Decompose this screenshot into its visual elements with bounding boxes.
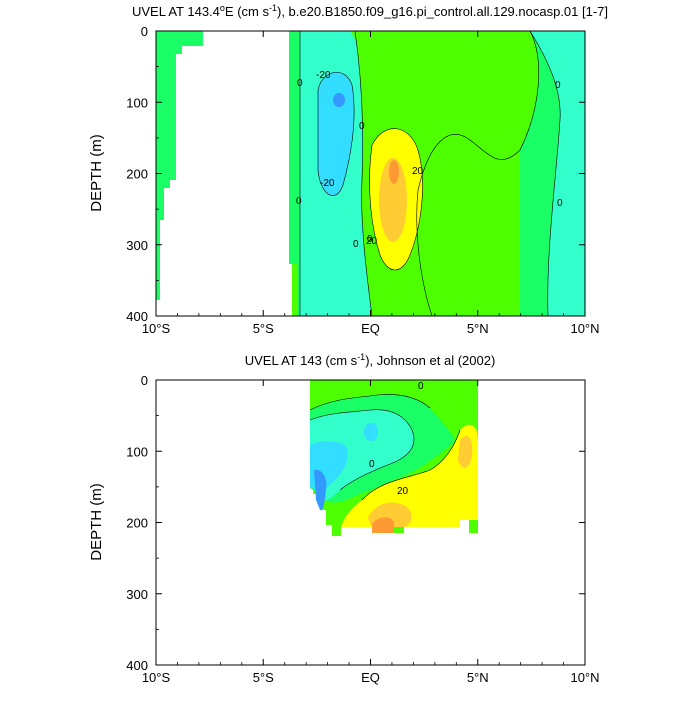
p2-region-moderate-positive xyxy=(341,424,478,527)
p1-xtick-label-2: EQ xyxy=(361,321,380,336)
p1-region-left-edge xyxy=(156,31,203,300)
p1-contour-label-4: 0 xyxy=(296,196,302,207)
panel-2-ylabel: DEPTH (m) xyxy=(88,483,105,561)
p2-contour-label-2: 0 xyxy=(369,459,375,470)
p2-xtick-label-4: 10°N xyxy=(570,670,599,685)
p1-missing-left xyxy=(156,31,292,316)
p2-region-strong-negative xyxy=(314,469,327,511)
p1-xtick-label-4: 10°N xyxy=(570,321,599,336)
panel-1: UVEL AT 143.4oE (cm s-1), b.e20.B1850.f0… xyxy=(88,3,608,336)
p1-region-strong-positive-core xyxy=(379,158,407,242)
p1-ytick-label-4: 400 xyxy=(126,309,148,324)
p1-region-weak-negative-right xyxy=(530,31,585,316)
p2-contour-line-b xyxy=(361,429,461,501)
p1-contour-label-1: -20 xyxy=(316,70,331,81)
p1-ytick-label-3: 300 xyxy=(126,238,148,253)
p1-xtick-label-0: 10°S xyxy=(142,321,171,336)
p1-contour-line-b xyxy=(317,71,355,196)
p2-contour-line-c xyxy=(309,394,431,411)
p1-contour-label-6: 0 xyxy=(353,239,359,250)
p2-contour-label-3: 20 xyxy=(397,486,409,497)
p2-xtick-label-0: 10°S xyxy=(142,670,171,685)
p1-region-moderate-negative-core xyxy=(318,72,355,196)
p2-xtick-label-1: 5°S xyxy=(253,670,274,685)
p2-ytick-label-1: 100 xyxy=(126,444,148,459)
p2-region-strong-positive-east xyxy=(458,435,473,468)
p2-ytick-label-3: 300 xyxy=(126,587,148,602)
p1-ytick-label-1: 100 xyxy=(126,95,148,110)
p1-contour-line-e xyxy=(416,31,539,316)
p2-xtick-label-3: 5°N xyxy=(467,670,489,685)
p1-contour-line-c xyxy=(369,128,423,271)
p1-xtick-label-3: 5°N xyxy=(467,321,489,336)
p1-ytick-label-0: 0 xyxy=(141,24,148,39)
p1-contour-label-8: 20 xyxy=(412,166,424,177)
p1-contour-label-9: 20 xyxy=(366,236,378,247)
p1-contour-label-3: 0 xyxy=(297,78,303,89)
panel-2-field: 0 0 20 xyxy=(309,380,478,536)
panel-1-ylabel: DEPTH (m) xyxy=(88,134,105,212)
p1-contour-label-10: 0 xyxy=(555,80,561,91)
p1-contour-line-d xyxy=(354,31,373,316)
panel-2: UVEL AT 143 (cm s-1), Johnson et al (200… xyxy=(88,352,600,685)
panel-2-title: UVEL AT 143 (cm s-1), Johnson et al (200… xyxy=(245,352,496,368)
p2-ytick-label-4: 400 xyxy=(126,658,148,673)
p2-ytick-label-0: 0 xyxy=(141,373,148,388)
p1-ytick-label-2: 200 xyxy=(126,167,148,182)
p1-contour-label-7: 0 xyxy=(367,234,373,245)
p1-contour-line-f xyxy=(529,31,561,316)
p2-region-max-positive xyxy=(372,517,394,533)
p1-contour-label-2: -20 xyxy=(320,178,335,189)
p2-ytick-label-2: 200 xyxy=(126,516,148,531)
p2-contour-label-1: 0 xyxy=(418,381,424,392)
p2-region-moderate-negative-small xyxy=(364,423,378,441)
p1-xtick-label-1: 5°S xyxy=(253,321,274,336)
p1-region-strong-negative-core xyxy=(333,93,345,107)
p1-region-max-positive-core xyxy=(389,160,399,184)
p1-contour-label-5: 0 xyxy=(359,121,365,132)
panel-1-field: -20 -20 0 0 0 0 0 20 20 0 0 xyxy=(156,31,585,316)
panel-1-title: UVEL AT 143.4oE (cm s-1), b.e20.B1850.f0… xyxy=(132,3,608,19)
p1-contour-label-11: 0 xyxy=(557,198,563,209)
p2-contour-line-a xyxy=(309,409,415,491)
p2-xtick-label-2: EQ xyxy=(361,670,380,685)
